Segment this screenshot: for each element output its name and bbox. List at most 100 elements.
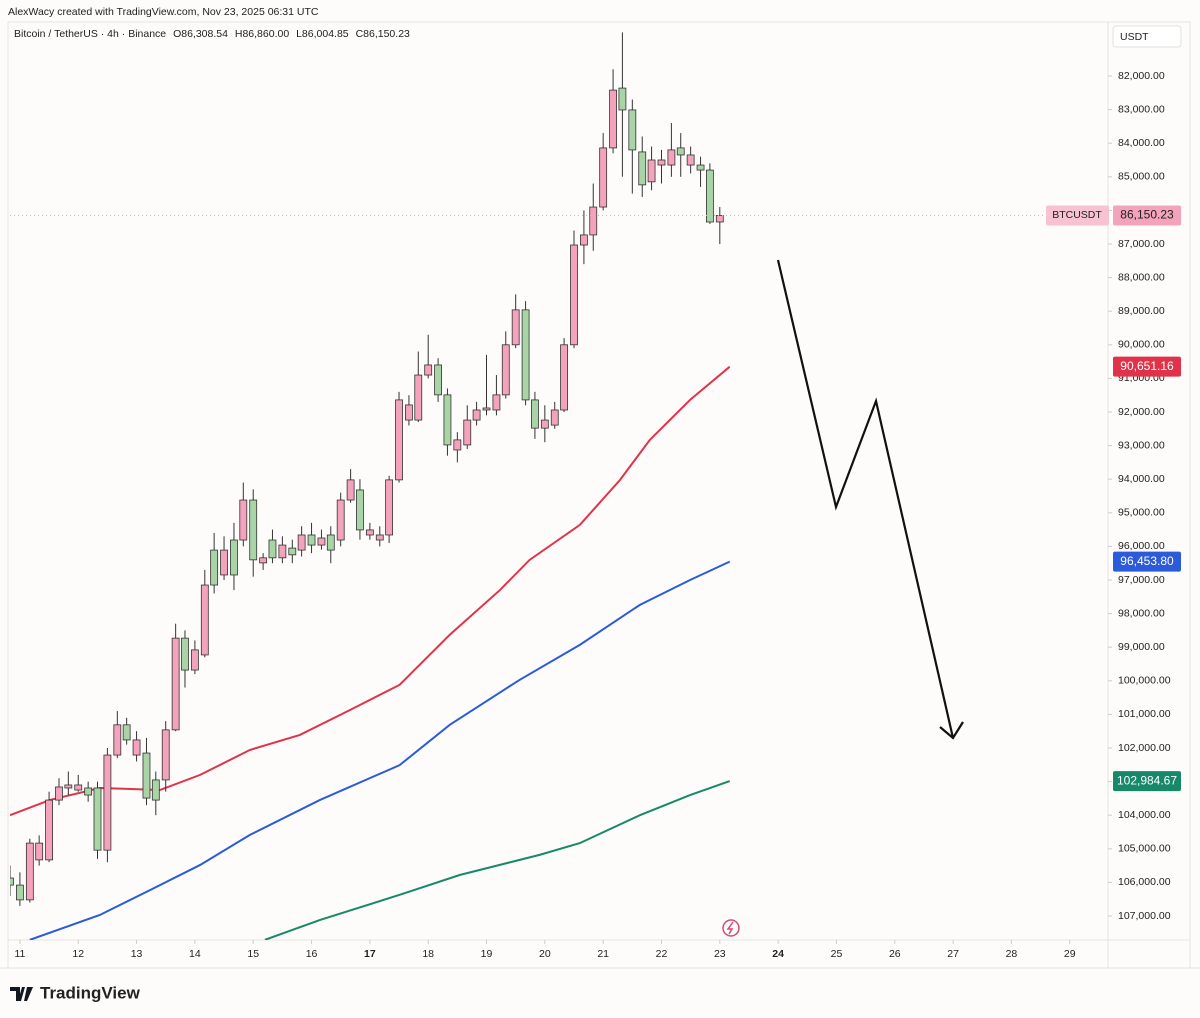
- candle-body: [132, 739, 141, 756]
- candle-body: [531, 399, 539, 429]
- forecast-arrow: [776, 259, 955, 739]
- x-tick-label: 20: [539, 948, 551, 960]
- ma-tag-text: 102,984.67: [1117, 773, 1177, 787]
- symbol-tag: [1046, 205, 1109, 226]
- candle-body: [10, 877, 14, 886]
- y-tick-label: 97,000.00: [1118, 574, 1165, 586]
- moving-average: [264, 780, 731, 940]
- y-tick-label: 89,000.00: [1118, 305, 1165, 317]
- candle-body: [336, 499, 345, 541]
- candle-body: [288, 547, 297, 556]
- candle-body: [161, 729, 170, 781]
- candle-body: [657, 159, 666, 166]
- candle-body: [696, 164, 705, 171]
- candle-body: [540, 419, 549, 429]
- candle-body: [74, 784, 83, 791]
- candle-body: [45, 799, 53, 861]
- candle-body: [307, 534, 316, 546]
- y-tick-label: 105,000.00: [1118, 843, 1171, 855]
- candle-body: [550, 409, 559, 426]
- candle-body: [181, 637, 189, 671]
- candle-body: [482, 407, 491, 411]
- x-tick-label: 15: [247, 948, 259, 960]
- x-tick-label: 14: [189, 948, 201, 960]
- x-tick-label: 11: [14, 948, 25, 960]
- candle-body: [16, 884, 24, 901]
- x-tick-label: 19: [481, 948, 493, 960]
- price-tag: [1113, 205, 1181, 226]
- logo-icon: [10, 987, 33, 1001]
- ohlc-high: H86,860.00: [235, 28, 289, 40]
- y-tick-label: 93,000.00: [1118, 439, 1165, 451]
- y-tick-label: 88,000.00: [1118, 271, 1165, 283]
- y-tick-label: 90,000.00: [1118, 339, 1165, 351]
- candle-body: [268, 539, 277, 559]
- candle-body: [715, 215, 724, 223]
- y-tick-label: 100,000.00: [1118, 675, 1171, 687]
- candle-body: [628, 109, 637, 151]
- moving-average: [10, 365, 731, 817]
- ma-tag-text: 90,651.16: [1120, 359, 1174, 373]
- candle-body: [676, 147, 685, 156]
- candle-body: [501, 344, 510, 396]
- y-tick-label: 102,000.00: [1118, 742, 1171, 754]
- candle-body: [113, 724, 122, 756]
- candle-body: [190, 649, 199, 671]
- currency: USDT: [1120, 31, 1149, 43]
- y-tick-label: 98,000.00: [1118, 607, 1165, 619]
- x-tick-label: 17: [364, 948, 376, 960]
- x-tick-label: 22: [656, 948, 668, 960]
- candle-body: [200, 584, 209, 656]
- ma-tag: [1113, 356, 1181, 377]
- candle-body: [667, 149, 676, 166]
- y-tick-label: 84,000.00: [1118, 137, 1165, 149]
- candle-body: [249, 499, 258, 561]
- candle-body: [35, 842, 44, 861]
- candle-body: [599, 147, 608, 208]
- candle-body: [589, 206, 598, 236]
- event-bolt: [726, 921, 734, 935]
- ohlc-close: C86,150.23: [356, 28, 410, 40]
- candle-body: [511, 309, 520, 346]
- candle-body: [230, 539, 238, 576]
- candle-body: [356, 489, 364, 531]
- candle-body: [171, 637, 180, 731]
- x-tick-label: 13: [131, 948, 143, 960]
- event-icon[interactable]: [722, 919, 740, 937]
- candle-body: [151, 779, 160, 801]
- y-tick-label: 96,000.00: [1118, 540, 1165, 552]
- candle-body: [103, 754, 112, 851]
- price-tag-text: 86,150.23: [1120, 208, 1174, 222]
- candle-body: [424, 364, 433, 376]
- y-tick-label: 99,000.00: [1118, 641, 1165, 653]
- candle-body: [618, 87, 627, 111]
- currency-box[interactable]: [1112, 25, 1182, 48]
- candle-body: [570, 244, 578, 346]
- y-tick-label: 94,000.00: [1118, 473, 1165, 485]
- candle-body: [25, 842, 34, 901]
- candle-body: [443, 394, 452, 446]
- candle-body: [492, 394, 501, 411]
- x-tick-label: 21: [597, 948, 609, 960]
- x-tick-label: 23: [714, 948, 726, 960]
- candle-body: [638, 151, 647, 186]
- candle-body: [609, 89, 617, 149]
- candle-body: [385, 479, 394, 536]
- candle-body: [686, 154, 695, 166]
- candle-body: [239, 499, 248, 541]
- x-tick-label: 25: [831, 948, 843, 960]
- y-tick-label: 107,000.00: [1118, 910, 1171, 922]
- candle-body: [122, 724, 131, 741]
- candle-body: [84, 787, 93, 796]
- symbol-header: Bitcoin / TetherUS · 4h · Binance O86,30…: [14, 28, 410, 40]
- ma-tag: [1113, 771, 1181, 792]
- logo: TradingView: [40, 983, 141, 1002]
- candle-body: [395, 399, 403, 481]
- y-tick-label: 85,000.00: [1118, 171, 1165, 183]
- candle-body: [259, 557, 268, 564]
- candle-body: [434, 364, 443, 396]
- y-tick-label: 95,000.00: [1118, 507, 1165, 519]
- x-tick-label: 12: [72, 948, 84, 960]
- x-tick-label: 18: [422, 948, 434, 960]
- ma-tag-text: 96,453.80: [1120, 554, 1174, 568]
